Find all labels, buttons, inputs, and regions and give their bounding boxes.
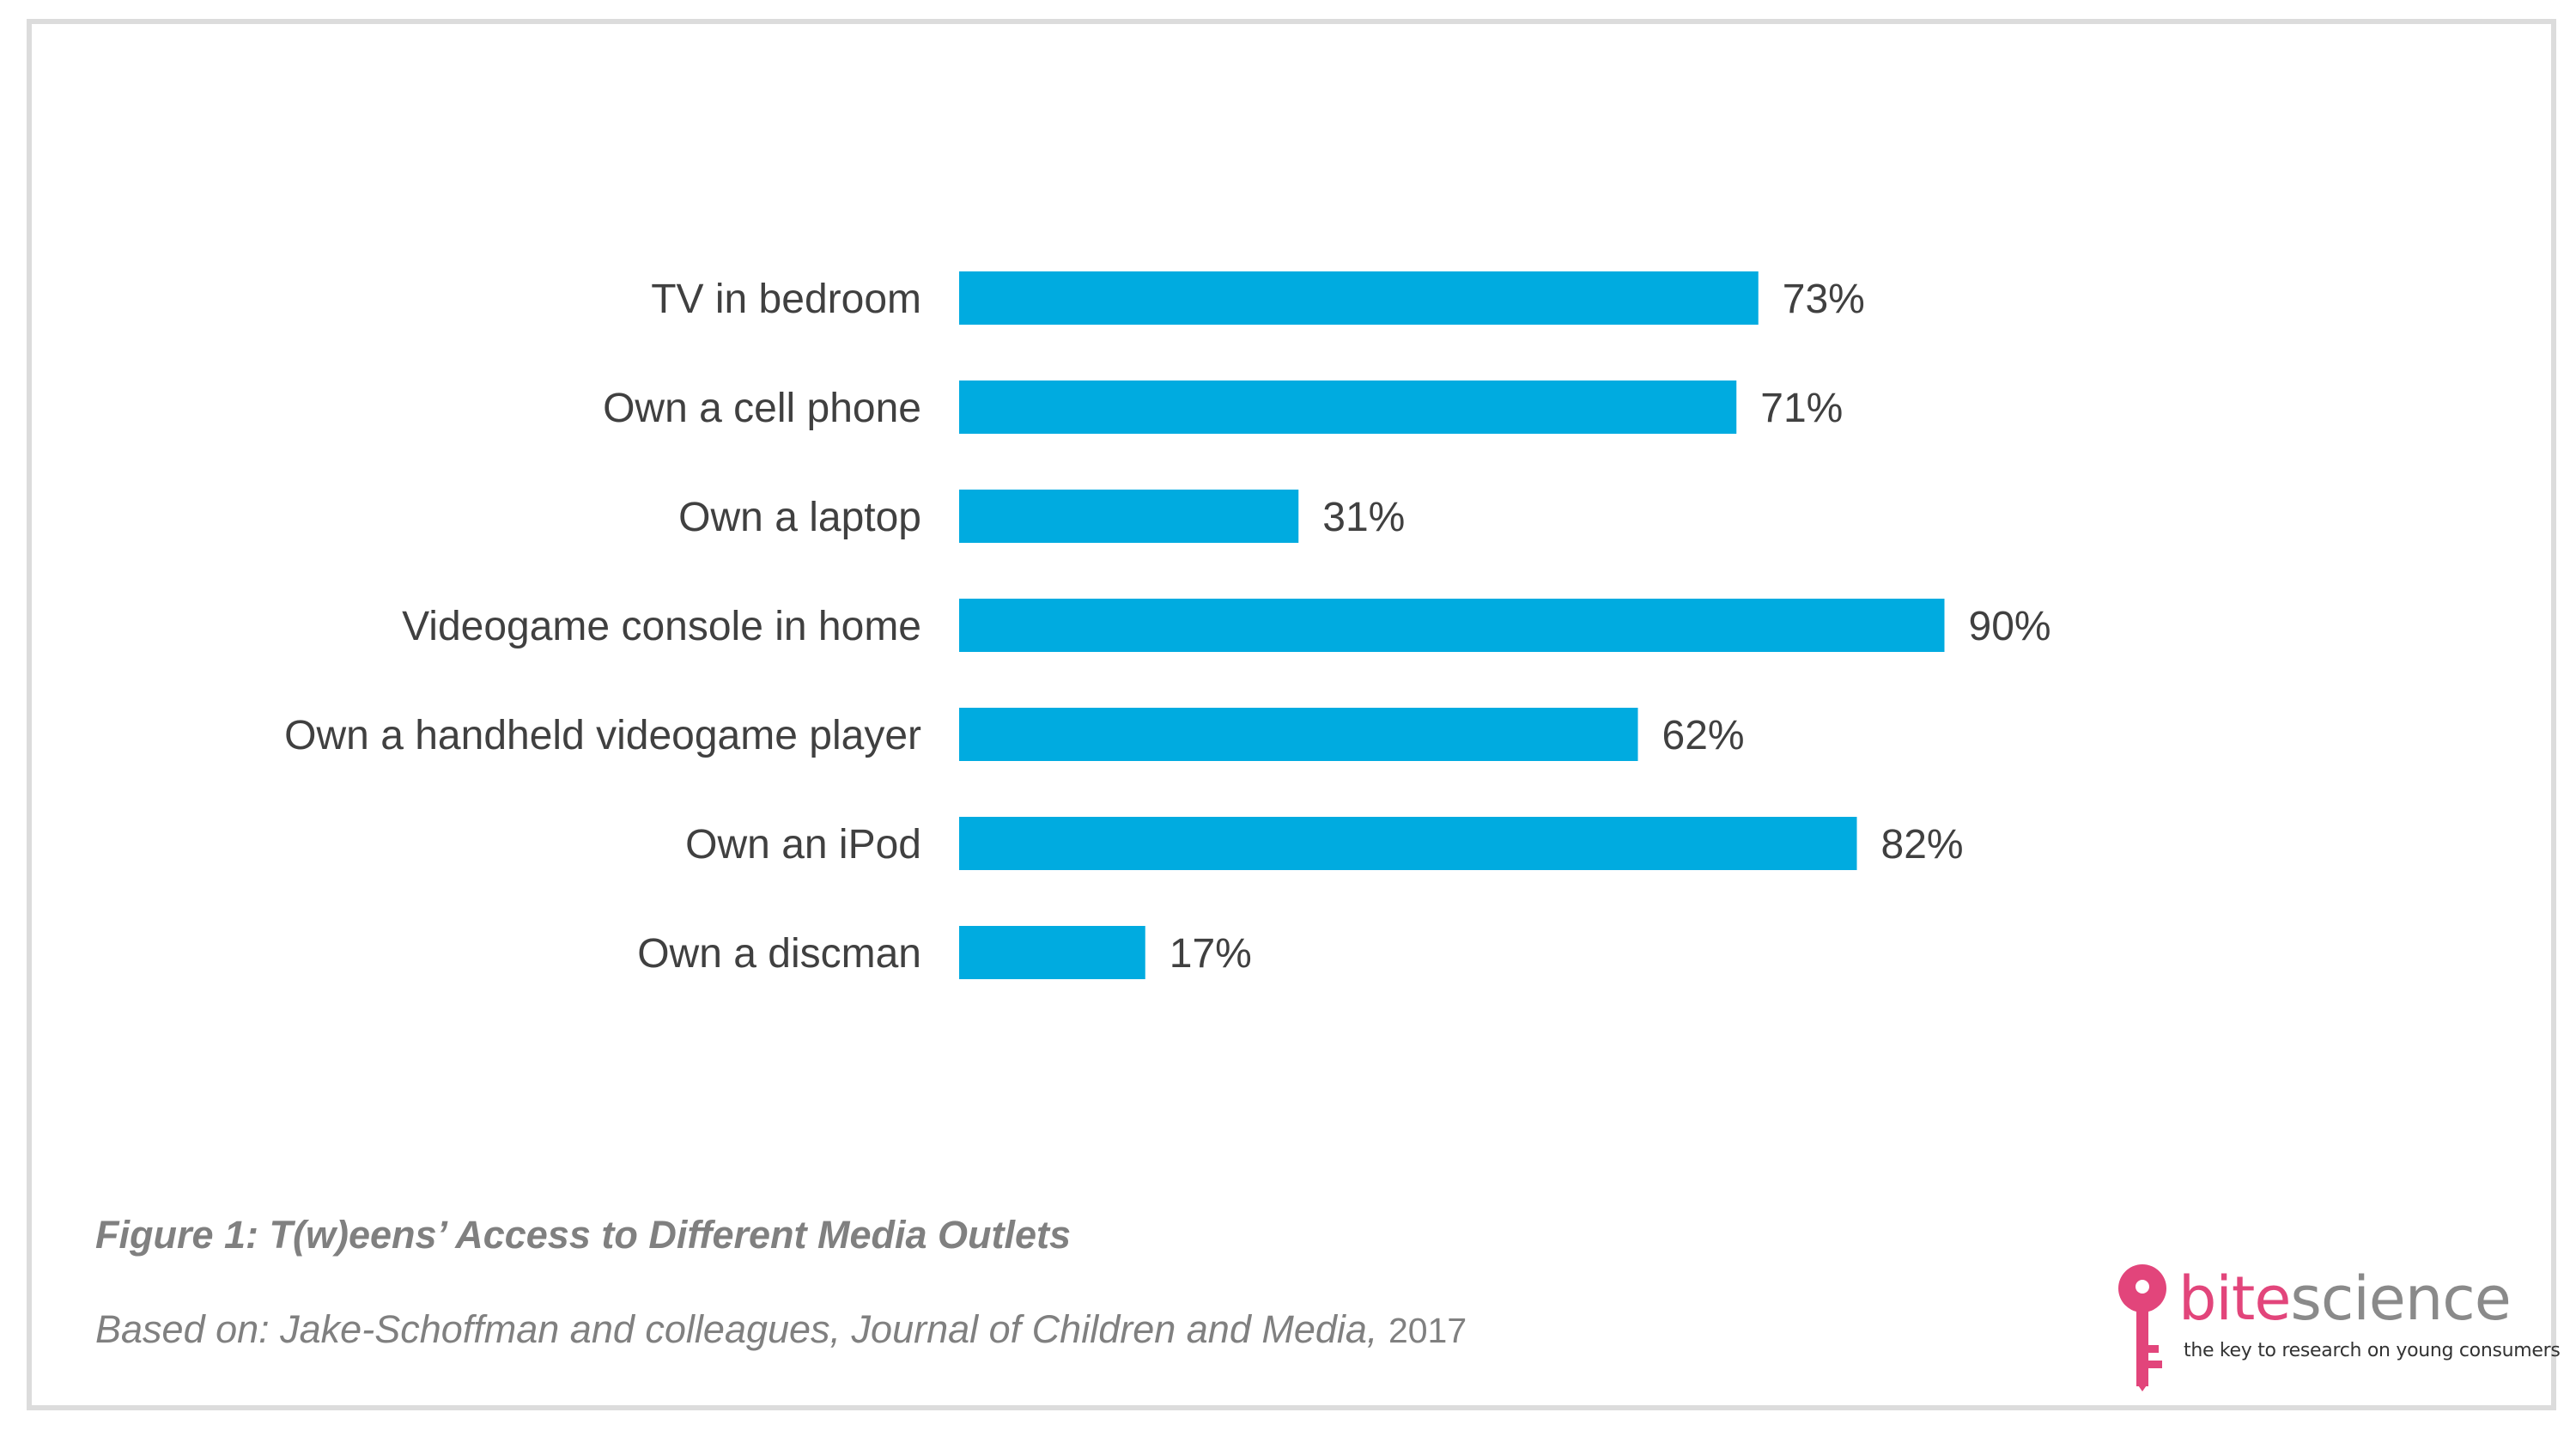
data-label-own-a-discman: 17% <box>1170 931 1252 977</box>
bar-own-a-cell-phone <box>959 381 1737 434</box>
bar-tv-in-bedroom <box>959 271 1759 325</box>
data-label-videogame-console-in-home: 90% <box>1969 604 2051 649</box>
data-label-tv-in-bedroom: 73% <box>1783 277 1865 322</box>
bar-videogame-console-in-home <box>959 599 1945 652</box>
source-citation: Based on: Jake-Schoffman and colleagues,… <box>95 1307 1378 1351</box>
brand-tagline: the key to research on young consumers <box>2184 1340 2561 1361</box>
data-label-own-a-cell-phone: 71% <box>1760 386 1843 431</box>
data-label-own-an-ipod: 82% <box>1881 822 1964 868</box>
data-label-own-a-handheld-videogame-player: 62% <box>1662 713 1745 758</box>
data-label-own-a-laptop: 31% <box>1322 495 1405 540</box>
bar-own-a-laptop <box>959 490 1299 543</box>
bar-own-a-discman <box>959 926 1145 979</box>
category-label-own-a-laptop: Own a laptop <box>678 495 921 540</box>
category-label-tv-in-bedroom: TV in bedroom <box>651 277 921 322</box>
category-label-own-a-handheld-videogame-player: Own a handheld videogame player <box>284 713 921 758</box>
category-label-own-an-ipod: Own an iPod <box>685 822 921 868</box>
brand-name: bitescience <box>2178 1263 2512 1334</box>
key-icon <box>2118 1264 2166 1391</box>
source-year: 2017 <box>1388 1311 1467 1350</box>
brand-name-science: science <box>2290 1263 2511 1334</box>
figure-caption-title: Figure 1: T(w)eens’ Access to Different … <box>95 1213 1072 1257</box>
category-label-own-a-discman: Own a discman <box>637 931 921 977</box>
category-label-own-a-cell-phone: Own a cell phone <box>603 386 921 431</box>
bar-own-a-handheld-videogame-player <box>959 708 1638 761</box>
bar-own-an-ipod <box>959 817 1857 870</box>
category-label-videogame-console-in-home: Videogame console in home <box>402 604 921 649</box>
bar-chart: TV in bedroom 73% Own a cell phone 71% Own a… <box>284 271 2051 979</box>
brand-name-bite: bite <box>2178 1263 2291 1334</box>
brand-logo: bitescience the key to research on young… <box>2108 1263 2561 1391</box>
figure-caption-source: Based on: Jake-Schoffman and colleagues,… <box>95 1307 1467 1352</box>
